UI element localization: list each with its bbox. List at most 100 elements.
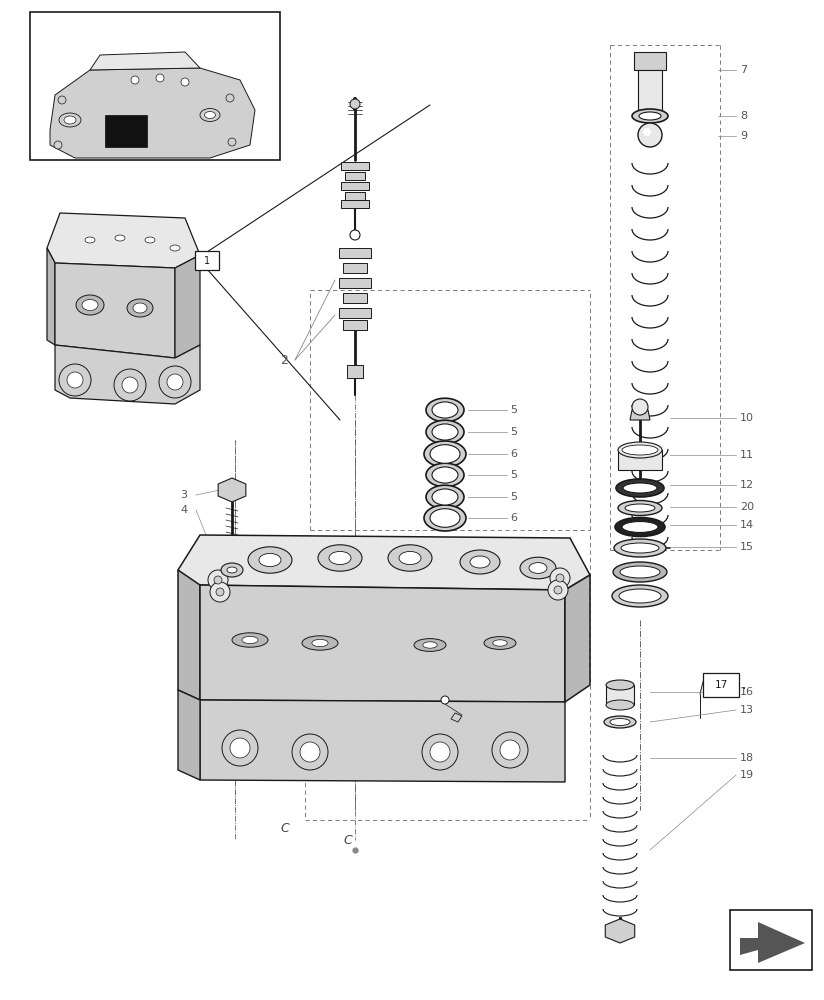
- Polygon shape: [218, 478, 246, 502]
- Circle shape: [222, 730, 258, 766]
- Polygon shape: [345, 192, 365, 200]
- Ellipse shape: [432, 402, 458, 418]
- Ellipse shape: [426, 485, 464, 509]
- Ellipse shape: [227, 567, 237, 573]
- Ellipse shape: [426, 398, 464, 422]
- Ellipse shape: [329, 551, 351, 565]
- Ellipse shape: [204, 111, 216, 118]
- Ellipse shape: [312, 639, 328, 647]
- Polygon shape: [178, 570, 200, 700]
- Ellipse shape: [423, 642, 438, 648]
- Ellipse shape: [618, 442, 662, 458]
- Ellipse shape: [613, 562, 667, 582]
- Ellipse shape: [259, 553, 281, 567]
- Polygon shape: [634, 52, 666, 70]
- Ellipse shape: [604, 716, 636, 728]
- Ellipse shape: [616, 479, 664, 497]
- Circle shape: [350, 99, 360, 109]
- Text: 6: 6: [510, 449, 517, 459]
- Circle shape: [556, 574, 564, 582]
- Text: C: C: [281, 822, 289, 834]
- Circle shape: [643, 128, 651, 136]
- Ellipse shape: [612, 585, 668, 607]
- Text: 7: 7: [740, 65, 747, 75]
- Ellipse shape: [85, 237, 95, 243]
- Polygon shape: [606, 685, 634, 705]
- Ellipse shape: [432, 424, 458, 440]
- Polygon shape: [90, 52, 200, 70]
- Circle shape: [548, 580, 568, 600]
- Ellipse shape: [606, 680, 634, 690]
- Ellipse shape: [127, 299, 153, 317]
- Ellipse shape: [484, 637, 516, 649]
- Polygon shape: [178, 690, 200, 780]
- Polygon shape: [50, 68, 255, 158]
- Ellipse shape: [414, 639, 446, 651]
- Circle shape: [122, 377, 138, 393]
- Polygon shape: [638, 70, 662, 112]
- Circle shape: [214, 576, 222, 584]
- Ellipse shape: [221, 563, 243, 577]
- Ellipse shape: [430, 509, 460, 527]
- Polygon shape: [55, 263, 175, 358]
- Circle shape: [441, 696, 449, 704]
- Circle shape: [500, 740, 520, 760]
- Ellipse shape: [625, 504, 655, 512]
- Polygon shape: [47, 213, 200, 268]
- Ellipse shape: [170, 245, 180, 251]
- Circle shape: [167, 374, 183, 390]
- Ellipse shape: [622, 445, 658, 455]
- Text: 15: 15: [740, 542, 754, 552]
- Ellipse shape: [426, 420, 464, 444]
- Text: 1: 1: [204, 256, 210, 266]
- Circle shape: [430, 742, 450, 762]
- Ellipse shape: [520, 557, 556, 579]
- Text: 5: 5: [510, 492, 517, 502]
- Ellipse shape: [318, 545, 362, 571]
- Ellipse shape: [610, 718, 630, 726]
- Circle shape: [114, 369, 146, 401]
- Ellipse shape: [133, 303, 147, 313]
- Ellipse shape: [622, 522, 658, 532]
- Text: 12: 12: [740, 480, 754, 490]
- Text: 3: 3: [180, 490, 187, 500]
- Polygon shape: [55, 345, 200, 404]
- Ellipse shape: [115, 235, 125, 241]
- Circle shape: [208, 570, 228, 590]
- Circle shape: [210, 582, 230, 602]
- Text: 20: 20: [740, 502, 754, 512]
- Polygon shape: [565, 575, 590, 702]
- Ellipse shape: [82, 300, 98, 310]
- Text: 16: 16: [740, 687, 754, 697]
- Ellipse shape: [302, 636, 338, 650]
- Text: 2: 2: [280, 354, 288, 366]
- Circle shape: [181, 78, 189, 86]
- Circle shape: [156, 74, 164, 82]
- Circle shape: [59, 364, 91, 396]
- Ellipse shape: [632, 109, 668, 123]
- Circle shape: [422, 734, 458, 770]
- Circle shape: [228, 138, 236, 146]
- Polygon shape: [606, 919, 634, 943]
- Polygon shape: [343, 320, 367, 330]
- Ellipse shape: [493, 640, 508, 646]
- Circle shape: [292, 734, 328, 770]
- Ellipse shape: [623, 483, 657, 493]
- Circle shape: [632, 399, 648, 415]
- Bar: [105, 115, 147, 147]
- Text: 18: 18: [740, 753, 754, 763]
- Polygon shape: [343, 263, 367, 273]
- Circle shape: [226, 94, 234, 102]
- FancyBboxPatch shape: [703, 673, 739, 697]
- Ellipse shape: [614, 539, 666, 557]
- Polygon shape: [200, 585, 565, 702]
- Text: 4: 4: [180, 505, 187, 515]
- Polygon shape: [178, 535, 590, 590]
- Ellipse shape: [64, 116, 76, 124]
- Circle shape: [131, 76, 139, 84]
- Circle shape: [159, 366, 191, 398]
- Bar: [30, 12, 280, 160]
- Polygon shape: [630, 410, 650, 420]
- Ellipse shape: [399, 551, 421, 565]
- FancyBboxPatch shape: [195, 251, 219, 270]
